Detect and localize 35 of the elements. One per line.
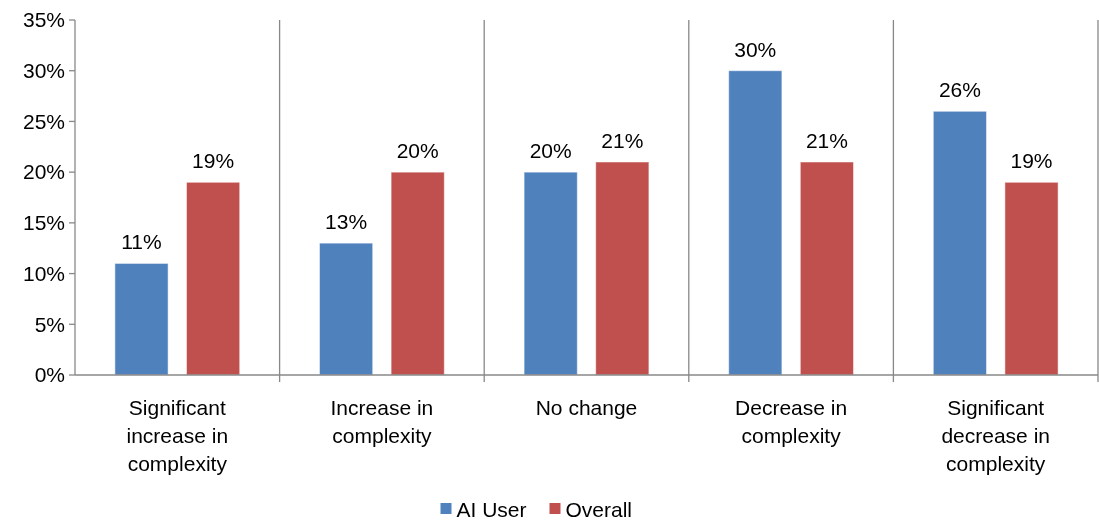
data-label: 11% [121,230,162,254]
x-tick-label: No change [535,396,638,419]
data-label: 20% [396,139,439,163]
data-label: 21% [601,129,644,152]
bar [728,70,783,376]
bar [390,171,445,376]
bar [932,110,987,376]
x-tick-label: Significant increase in complexity [126,396,229,475]
bar [114,262,169,376]
data-label: 26% [938,78,981,102]
bar [186,181,241,376]
legend-label: AI User [456,498,527,521]
bar [319,242,374,376]
bar [595,161,650,376]
data-label: 30% [734,37,777,61]
y-tick-label: 30% [22,59,65,83]
y-tick-label: 10% [22,261,65,285]
data-label: 19% [1010,149,1053,173]
data-label: 20% [529,139,572,163]
y-tick-label: 35% [22,8,65,32]
y-tick-label: 5% [34,312,65,336]
legend-label: Overall [565,498,633,521]
bar [799,161,854,376]
y-tick-label: 20% [22,160,65,184]
y-tick-label: 15% [22,211,65,235]
x-tick-label: Decrease in complexity [735,396,848,447]
data-label: 13% [325,210,368,234]
y-tick-label: 0% [34,363,65,387]
data-label: 19% [192,149,235,173]
data-label: 21% [805,129,848,152]
x-tick-label: Significant decrease in complexity [941,396,1050,475]
bar [523,171,578,376]
x-tick-label: Increase in complexity [330,396,434,447]
bar [1004,181,1059,376]
y-tick-label: 25% [22,109,65,133]
